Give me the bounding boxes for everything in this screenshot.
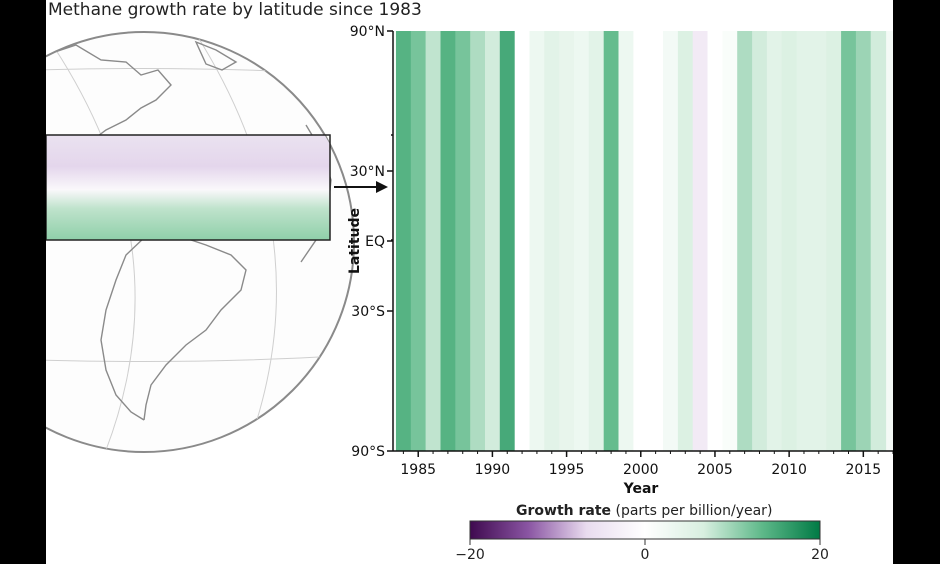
colorbar-tick-label: 0 [641,547,650,563]
latitude-band [46,135,330,240]
heatmap-cell-1986 [425,31,441,451]
heatmap-cell-2001 [648,31,664,451]
x-tick-label: 2000 [623,462,659,478]
x-tick-label: 1995 [549,462,585,478]
heatmap-cell-2009 [766,31,783,451]
heatmap-cell-2008 [752,31,768,451]
heatmap-cell-2016 [870,31,887,451]
colorbar [469,520,821,540]
heatmap-cell-2010 [781,31,798,451]
heatmap-cell-2012 [811,31,827,451]
heatmap-cell-1988 [455,31,471,451]
latitude-band-frame [46,134,331,241]
x-tick-label: 2010 [771,462,807,478]
figure-panel: Methane growth rate by latitude since 19… [46,0,893,564]
heatmap-cell-1995 [559,31,575,451]
heatmap-cell-2006 [722,31,738,451]
heatmap-cell-2003 [677,31,694,451]
heatmap-cell-1984 [396,31,412,451]
colorbar-ticks: −20 0 20 [455,539,829,563]
x-tick-label: 1985 [400,462,436,478]
y-axis-label: Latitude [347,208,363,274]
heatmap-cell-1987 [440,31,456,451]
heatmap-cell-1990 [485,31,501,451]
heatmap-cell-2007 [737,31,753,451]
heatmap-cell-2013 [826,31,842,451]
colorbar-label: Growth rate [516,503,611,519]
heatmap-cell-1997 [588,31,605,451]
colorbar-title: Growth rate (parts per billion/year) [516,503,772,519]
heatmap-cell-1996 [574,31,590,451]
heatmap-cell-1999 [618,31,634,451]
heatmap-cell-2004 [692,31,709,451]
heatmap-cell-1989 [470,31,486,451]
chart-title: Methane growth rate by latitude since 19… [48,0,422,20]
heatmap [393,31,893,451]
heatmap-cell-2014 [841,31,857,451]
heatmap-cell-2015 [855,31,872,451]
y-tick-label: 90°N [350,24,385,40]
x-tick-label: 2005 [697,462,733,478]
callout-arrow [334,181,388,193]
heatmap-cell-2002 [663,31,679,451]
x-axis-label: Year [623,481,659,497]
heatmap-cell-2005 [707,31,723,451]
y-axis-ticks: 90°N 30°N EQ 30°S 90°S [350,24,393,460]
figure-svg: 90°N 30°N EQ 30°S 90°S 1985 1990 1995 2000 2005 2… [46,24,893,563]
heatmap-cell-1994 [544,31,560,451]
heatmap-cell-2011 [796,31,812,451]
y-tick-label: 30°S [351,304,385,320]
colorbar-units: (parts per billion/year) [615,503,772,519]
colorbar-tick-label: −20 [455,547,485,563]
y-tick-label: 30°N [350,164,385,180]
y-tick-label: EQ [365,234,385,250]
heatmap-cell-1985 [410,31,427,451]
x-tick-label: 1990 [475,462,511,478]
globe [46,31,355,453]
x-axis-ticks: 1985 1990 1995 2000 2005 2010 2015 [400,451,893,478]
y-tick-label: 90°S [351,444,385,460]
heatmap-cell-1993 [529,31,545,451]
heatmap-cell-1991 [499,31,516,451]
colorbar-tick-label: 20 [811,547,829,563]
x-tick-label: 2015 [846,462,882,478]
heatmap-cell-1992 [514,31,531,451]
heatmap-cell-2000 [633,31,649,451]
heatmap-cell-1998 [603,31,620,451]
